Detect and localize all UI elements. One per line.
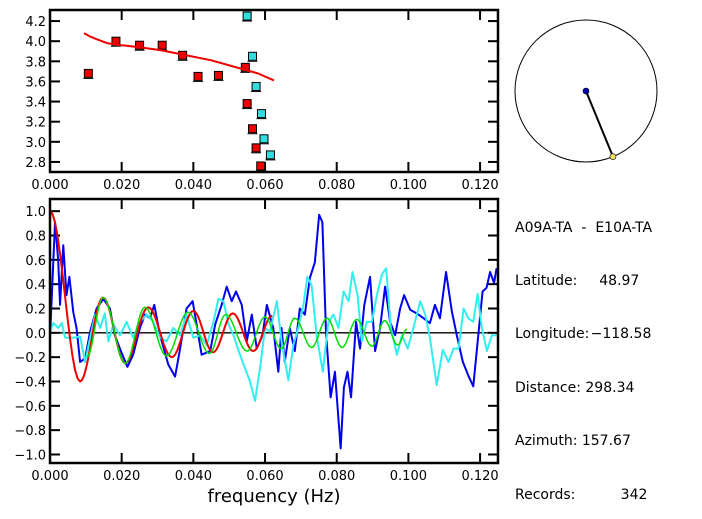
dispersion-chart: 0.000 0.020 0.040 0.060 0.080 0.100 0.120 2.8 3.… <box>25 8 500 193</box>
distance-row: Distance: 298.34 <box>515 379 635 396</box>
red-point <box>193 71 203 81</box>
red-point <box>251 143 261 153</box>
x-tick-label: 0.100 <box>390 178 427 193</box>
x-tick-label: 0.080 <box>318 178 355 193</box>
longitude-value: −118.58 <box>590 326 652 343</box>
y-tick-label: 0.0 <box>25 327 46 342</box>
y-tick-label: 4.0 <box>25 35 46 50</box>
observed-imag-line <box>50 267 497 402</box>
target-station-marker <box>609 153 617 160</box>
model-fit-line <box>50 210 273 383</box>
x-tick-label: 0.120 <box>461 469 498 484</box>
y-tick-label: −0.2 <box>14 351 46 366</box>
cyan-point <box>242 11 252 21</box>
correlation-chart: 0.000 0.020 0.040 0.060 0.080 0.100 0.120 −1.0 −… <box>14 197 500 507</box>
x-tick-label: 0.000 <box>31 469 68 484</box>
x-tick-label: 0.000 <box>31 178 68 193</box>
longitude-row: Longitude:−118.58 <box>515 326 652 343</box>
x-tick-label: 0.060 <box>246 178 283 193</box>
path-line <box>585 90 614 158</box>
y-tick-label: 0.6 <box>25 254 46 269</box>
azimuth-value: 157.67 <box>581 433 631 450</box>
y-tick-label: 1.0 <box>25 205 46 220</box>
red-point <box>213 70 223 80</box>
y-tick-label: −0.6 <box>14 400 46 415</box>
y-tick-label: −0.8 <box>14 424 46 439</box>
red-point <box>135 40 145 50</box>
x-tick-label: 0.080 <box>318 469 355 484</box>
y-tick-label: 4.2 <box>25 15 46 30</box>
station-marker <box>582 87 590 95</box>
x-tick-label: 0.040 <box>175 469 212 484</box>
x-axis-label: frequency (Hz) <box>207 486 340 507</box>
y-tick-label: 0.4 <box>25 278 46 293</box>
y-tick-label: 0.2 <box>25 302 46 317</box>
plot-area <box>50 210 498 450</box>
cyan-point <box>265 150 275 160</box>
red-point <box>83 68 93 78</box>
azimuth-row: Azimuth: 157.67 <box>515 433 631 450</box>
x-tick-label: 0.040 <box>175 178 212 193</box>
fit-curve-line <box>83 32 275 82</box>
y-tick-label: 3.2 <box>25 116 46 131</box>
red-point <box>240 62 250 72</box>
x-tick-label: 0.020 <box>103 178 140 193</box>
distance-value: 298.34 <box>585 379 635 396</box>
latitude-row: Latitude: 48.97 <box>515 272 640 289</box>
red-point <box>247 124 257 134</box>
y-tick-label: −0.4 <box>14 375 46 390</box>
plot-area <box>83 11 276 172</box>
x-tick-label: 0.020 <box>103 469 140 484</box>
y-tick-label: 0.8 <box>25 229 46 244</box>
cyan-point <box>259 134 269 144</box>
station-pair: A09A-TA - E10A-TA <box>515 219 653 236</box>
x-tick-label: 0.100 <box>390 469 427 484</box>
y-tick-label: −1.0 <box>14 448 46 463</box>
cyan-point <box>256 109 266 119</box>
station-info-panel: A09A-TA - E10A-TA Latitude: 48.97 Longitu… <box>515 184 652 519</box>
y-tick-label: 3.8 <box>25 55 46 70</box>
records-row: Records: 342 <box>515 486 648 503</box>
red-point <box>256 161 266 171</box>
y-tick-label: 3.4 <box>25 96 46 111</box>
x-tick-label: 0.120 <box>461 178 498 193</box>
y-tick-label: 3.6 <box>25 75 46 90</box>
plot-frame <box>48 8 500 174</box>
cyan-point <box>247 51 257 61</box>
station-map <box>514 19 658 163</box>
great-circle-outline <box>514 19 658 163</box>
red-point <box>157 40 167 50</box>
red-point <box>242 99 252 109</box>
x-tick-label: 0.060 <box>246 469 283 484</box>
latitude-value: 48.97 <box>599 272 640 289</box>
model-alt-line <box>86 296 408 364</box>
records-value: 342 <box>620 486 648 503</box>
cyan-point <box>251 81 261 91</box>
plot-frame <box>48 197 500 465</box>
y-tick-label: 2.8 <box>25 156 46 171</box>
y-tick-label: 3.0 <box>25 136 46 151</box>
